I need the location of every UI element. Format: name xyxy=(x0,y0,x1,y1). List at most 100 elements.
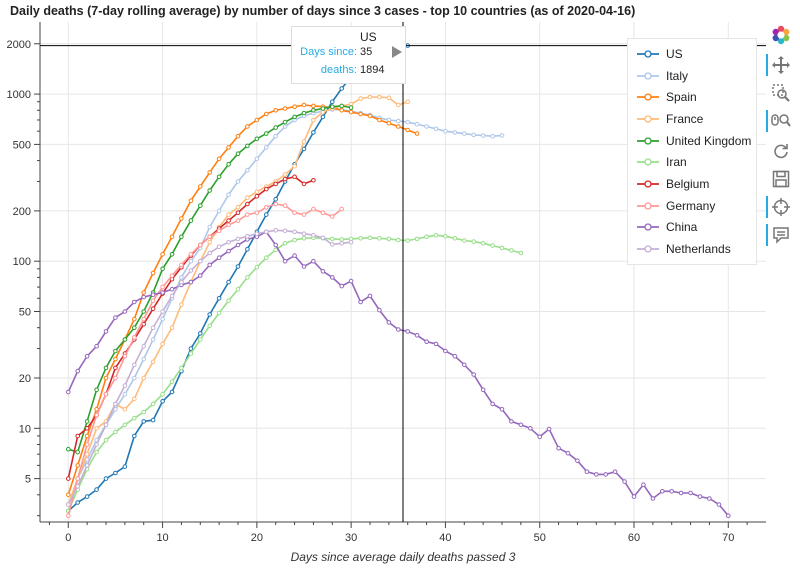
data-point-belgium[interactable] xyxy=(292,174,297,180)
wheel-zoom-icon[interactable] xyxy=(766,108,796,134)
data-point-iran[interactable] xyxy=(377,236,382,241)
data-point-germany[interactable] xyxy=(150,298,156,304)
data-point-spain[interactable] xyxy=(207,170,212,175)
data-point-china[interactable] xyxy=(424,339,429,345)
data-point-france[interactable] xyxy=(254,189,260,195)
data-point-netherlands[interactable] xyxy=(235,236,241,242)
data-point-united-kingdom[interactable] xyxy=(292,114,297,120)
data-point-china[interactable] xyxy=(678,490,684,496)
data-point-iran[interactable] xyxy=(339,237,345,242)
data-point-china[interactable] xyxy=(330,275,335,280)
data-point-iran[interactable] xyxy=(188,351,194,356)
data-point-united-kingdom[interactable] xyxy=(254,136,260,142)
data-point-united-kingdom[interactable] xyxy=(216,174,222,180)
series-line-us[interactable] xyxy=(67,44,408,512)
data-point-italy[interactable] xyxy=(499,133,505,138)
data-point-spain[interactable] xyxy=(75,463,80,468)
data-point-netherlands[interactable] xyxy=(160,309,165,314)
data-point-netherlands[interactable] xyxy=(330,242,335,247)
data-point-iran[interactable] xyxy=(358,236,363,241)
data-point-china[interactable] xyxy=(320,269,326,274)
data-point-germany[interactable] xyxy=(160,284,165,290)
data-point-iran[interactable] xyxy=(132,415,137,421)
data-point-italy[interactable] xyxy=(480,133,486,138)
data-point-united-kingdom[interactable] xyxy=(132,325,137,331)
data-point-germany[interactable] xyxy=(113,375,118,381)
data-point-netherlands[interactable] xyxy=(245,234,250,239)
series-line-italy[interactable] xyxy=(67,108,503,505)
data-point-china[interactable] xyxy=(594,472,599,477)
data-point-iran[interactable] xyxy=(386,236,392,242)
data-point-united-kingdom[interactable] xyxy=(226,162,231,167)
data-point-iran[interactable] xyxy=(122,422,128,428)
data-point-us[interactable] xyxy=(160,399,165,404)
data-point-united-kingdom[interactable] xyxy=(348,105,354,110)
data-point-germany[interactable] xyxy=(122,353,128,359)
data-point-iran[interactable] xyxy=(518,250,524,256)
data-point-belgium[interactable] xyxy=(245,201,250,207)
data-point-china[interactable] xyxy=(631,494,637,499)
data-point-spain[interactable] xyxy=(254,117,260,123)
data-point-spain[interactable] xyxy=(113,356,118,362)
data-point-spain[interactable] xyxy=(377,117,382,123)
data-point-us[interactable] xyxy=(141,419,146,424)
data-point-china[interactable] xyxy=(273,242,279,248)
data-point-iran[interactable] xyxy=(198,337,203,342)
data-point-france[interactable] xyxy=(405,99,411,104)
data-point-spain[interactable] xyxy=(396,124,401,129)
data-point-china[interactable] xyxy=(443,348,448,354)
data-point-china[interactable] xyxy=(537,434,543,440)
data-point-germany[interactable] xyxy=(84,442,90,447)
data-point-china[interactable] xyxy=(132,299,137,305)
data-point-united-kingdom[interactable] xyxy=(330,104,335,109)
data-point-spain[interactable] xyxy=(84,433,90,439)
data-point-united-kingdom[interactable] xyxy=(320,106,326,111)
legend-item-spain[interactable]: Spain xyxy=(628,86,756,108)
data-point-france[interactable] xyxy=(282,172,288,177)
data-point-iran[interactable] xyxy=(94,449,99,455)
legend-item-united-kingdom[interactable]: United Kingdom xyxy=(628,130,756,152)
data-point-us[interactable] xyxy=(150,417,156,423)
data-point-china[interactable] xyxy=(367,293,373,299)
data-point-italy[interactable] xyxy=(490,133,495,139)
data-point-iran[interactable] xyxy=(226,298,231,304)
data-point-netherlands[interactable] xyxy=(348,239,354,245)
data-point-china[interactable] xyxy=(160,290,165,295)
data-point-italy[interactable] xyxy=(245,168,250,173)
data-point-iran[interactable] xyxy=(160,391,165,397)
data-point-iran[interactable] xyxy=(282,241,288,246)
data-point-china[interactable] xyxy=(490,401,495,407)
data-point-spain[interactable] xyxy=(386,120,392,126)
data-point-iran[interactable] xyxy=(452,236,458,241)
data-point-us[interactable] xyxy=(320,114,326,120)
data-point-china[interactable] xyxy=(311,258,316,264)
data-point-spain[interactable] xyxy=(132,316,137,322)
data-point-france[interactable] xyxy=(160,341,165,347)
data-point-netherlands[interactable] xyxy=(320,235,326,241)
box-zoom-icon[interactable] xyxy=(766,80,796,106)
data-point-china[interactable] xyxy=(697,494,703,499)
data-point-italy[interactable] xyxy=(405,119,411,125)
data-point-china[interactable] xyxy=(207,262,212,268)
data-point-united-kingdom[interactable] xyxy=(264,131,269,136)
data-point-belgium[interactable] xyxy=(282,176,288,182)
data-point-germany[interactable] xyxy=(188,252,194,257)
data-point-us[interactable] xyxy=(339,86,345,91)
data-point-spain[interactable] xyxy=(311,103,316,109)
data-point-italy[interactable] xyxy=(150,337,156,342)
data-point-italy[interactable] xyxy=(160,316,165,322)
data-point-germany[interactable] xyxy=(75,476,80,481)
data-point-china[interactable] xyxy=(94,343,99,349)
data-point-netherlands[interactable] xyxy=(273,228,279,233)
data-point-italy[interactable] xyxy=(452,130,458,135)
data-point-spain[interactable] xyxy=(150,270,156,276)
data-point-germany[interactable] xyxy=(339,206,345,212)
data-point-china[interactable] xyxy=(84,353,90,359)
data-point-france[interactable] xyxy=(235,205,241,210)
data-point-netherlands[interactable] xyxy=(282,228,288,234)
data-point-netherlands[interactable] xyxy=(103,422,109,428)
data-point-united-kingdom[interactable] xyxy=(311,108,316,113)
data-point-france[interactable] xyxy=(169,325,175,331)
data-point-china[interactable] xyxy=(122,309,128,314)
data-point-france[interactable] xyxy=(292,163,297,169)
